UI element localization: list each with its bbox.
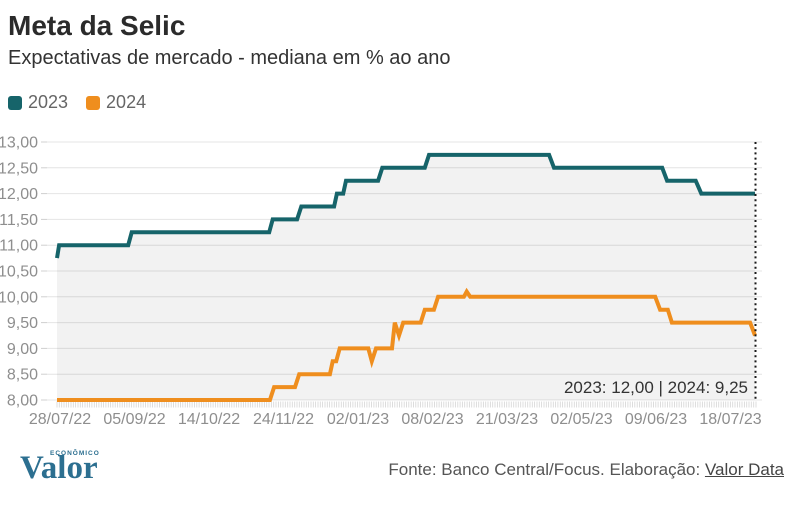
source-text: Fonte: Banco Central/Focus. Elaboração: … <box>388 460 784 480</box>
legend-swatch-2024 <box>86 95 101 110</box>
valor-logo: ECONÔMICO Valor <box>20 447 110 489</box>
legend: 2023 2024 <box>8 92 146 113</box>
page-title: Meta da Selic <box>8 10 186 41</box>
last-values-annotation: 2023: 12,00 | 2024: 9,25 <box>564 378 748 397</box>
legend-item-2024: 2024 <box>86 92 146 113</box>
y-tick-label: 10,00 <box>0 289 38 306</box>
x-tick-label: 18/07/23 <box>699 411 761 428</box>
y-tick-label: 11,00 <box>0 238 38 255</box>
legend-label-2023: 2023 <box>28 92 69 112</box>
x-tick-label: 02/01/23 <box>327 411 389 428</box>
x-tick-label: 28/07/22 <box>29 411 91 428</box>
x-tick-label: 05/09/22 <box>103 411 165 428</box>
x-tick-label: 08/02/23 <box>401 411 463 428</box>
y-tick-label: 11,50 <box>0 212 38 229</box>
x-minor-ticks <box>56 401 757 408</box>
y-tick-label: 8,00 <box>7 393 38 410</box>
y-tick-label: 13,00 <box>0 135 38 152</box>
valor-logo-wordmark: Valor <box>20 450 98 486</box>
x-tick-label: 21/03/23 <box>476 411 538 428</box>
x-tick-label: 02/05/23 <box>550 411 612 428</box>
chart-subtitle: Expectativas de mercado - mediana em % a… <box>8 47 451 69</box>
source-prefix: Fonte: Banco Central/Focus. Elaboração: <box>388 460 705 479</box>
area-under-2023 <box>57 154 755 400</box>
selic-line-chart: 13,00 12,50 12,00 11,50 11,00 10,50 10,00 9,50 9… <box>0 135 762 428</box>
valor-data-link[interactable]: Valor Data <box>704 460 784 479</box>
valor-logo-superscript: ECONÔMICO <box>50 450 100 457</box>
y-tick-label: 12,50 <box>0 160 38 177</box>
legend-swatch-2023 <box>8 95 22 110</box>
legend-label-2024: 2024 <box>106 92 147 112</box>
y-tick-label: 9,00 <box>7 341 38 358</box>
y-tick-label: 8,50 <box>7 367 38 384</box>
x-tick-label: 24/11/22 <box>253 411 314 428</box>
y-tick-label: 10,50 <box>0 264 38 281</box>
series-line-2023 <box>55 152 755 259</box>
y-tick-label: 9,50 <box>7 315 38 332</box>
x-tick-label: 14/10/22 <box>178 411 240 428</box>
y-tick-label: 12,00 <box>0 186 38 203</box>
legend-item-2023: 2023 <box>8 92 68 113</box>
series-line-2024 <box>57 287 757 402</box>
x-tick-label: 09/06/23 <box>625 411 687 428</box>
